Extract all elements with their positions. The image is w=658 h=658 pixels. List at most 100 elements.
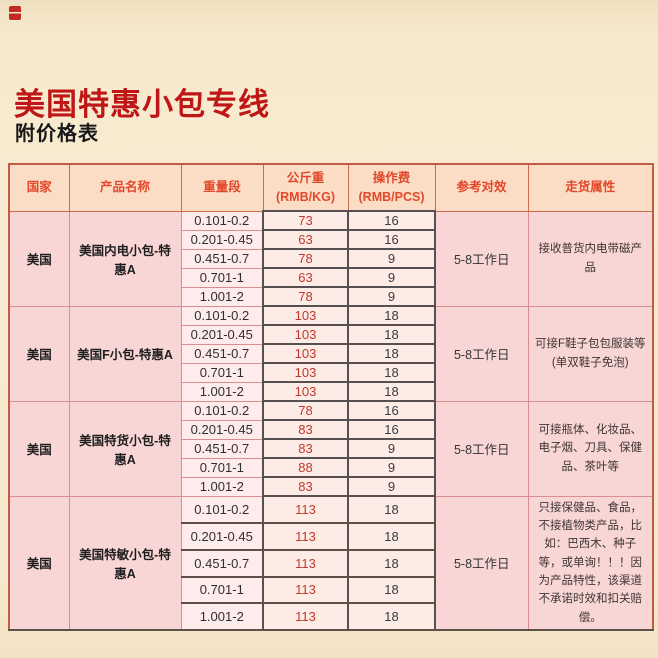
fee-cell: 18 xyxy=(347,362,436,383)
fee-cell: 18 xyxy=(347,381,436,402)
table-row: 0.201-0.45 83 16 xyxy=(9,419,653,440)
table-row: 美国 美国F小包-特惠A 0.101-0.2 103 18 5-8工作日 可接F… xyxy=(8,305,654,402)
kg-price-cell: 63 xyxy=(262,267,349,288)
fee-cell: 9 xyxy=(347,248,436,269)
table-row: 美国 美国特货小包-特惠A 0.101-0.2 78 16 5-8工作日 可接瓶… xyxy=(8,400,654,497)
kg-price-cell: 88 xyxy=(262,457,349,478)
weight-cell: 1.001-2 xyxy=(180,286,264,307)
table-row: 0.701-1 63 9 xyxy=(9,267,653,288)
fee-cell: 16 xyxy=(347,419,436,440)
fee-cell: 18 xyxy=(347,602,436,632)
col-header-time: 参考对效 xyxy=(434,163,529,212)
table-row: 0.201-0.45 103 18 xyxy=(9,324,653,345)
kg-price-cell: 113 xyxy=(262,575,349,605)
kg-price-cell: 113 xyxy=(262,602,349,632)
time-cell: 5-8工作日 xyxy=(434,495,529,632)
weight-cell: 0.451-0.7 xyxy=(180,343,264,364)
weight-cell: 0.101-0.2 xyxy=(180,495,264,524)
country-cell: 美国 xyxy=(8,210,70,307)
kg-price-cell: 103 xyxy=(262,343,349,364)
product-group-1: 美国 美国内电小包-特惠A 0.101-0.2 73 16 5-8工作日 接收普… xyxy=(8,210,654,307)
attr-cell: 可接瓶体、化妆品、电子烟、刀具、保健品、茶叶等 xyxy=(527,400,654,497)
kg-price-cell: 103 xyxy=(262,305,349,326)
table-row: 0.701-1 88 9 xyxy=(9,457,653,478)
weight-cell: 0.201-0.45 xyxy=(180,324,264,345)
col-header-fee-line1: 操作费 xyxy=(372,170,411,185)
product-group-4: 美国 美国特敏小包-特惠A 0.101-0.2 113 18 5-8工作日 只接… xyxy=(8,495,654,632)
time-cell: 5-8工作日 xyxy=(434,305,529,402)
kg-price-cell: 73 xyxy=(262,210,349,231)
col-header-fee: 操作费 (RMB/PCS) xyxy=(347,163,436,212)
col-header-kg-price: 公斤重 (RMB/KG) xyxy=(262,163,349,212)
fee-cell: 18 xyxy=(347,575,436,605)
table-row: 0.201-0.45 63 16 xyxy=(9,229,653,250)
table-row: 0.201-0.45 113 18 xyxy=(9,521,653,551)
weight-cell: 0.451-0.7 xyxy=(180,438,264,459)
table-row: 美国 美国内电小包-特惠A 0.101-0.2 73 16 5-8工作日 接收普… xyxy=(8,210,654,307)
kg-price-cell: 83 xyxy=(262,419,349,440)
kg-price-cell: 78 xyxy=(262,400,349,421)
price-table-header: 国家 产品名称 重量段 公斤重 (RMB/KG) 操作费 (RMB/PCS) 参… xyxy=(8,163,654,212)
weight-cell: 0.101-0.2 xyxy=(180,210,264,231)
weight-cell: 0.701-1 xyxy=(180,267,264,288)
kg-price-cell: 113 xyxy=(262,521,349,551)
weight-cell: 1.001-2 xyxy=(180,476,264,497)
table-row: 1.001-2 103 18 xyxy=(9,381,653,402)
table-row: 1.001-2 113 18 xyxy=(9,602,653,632)
col-header-fee-line2: (RMB/PCS) xyxy=(358,189,425,204)
table-row: 美国 美国特敏小包-特惠A 0.101-0.2 113 18 5-8工作日 只接… xyxy=(8,495,654,632)
kg-price-cell: 83 xyxy=(262,476,349,497)
col-header-product: 产品名称 xyxy=(68,163,182,212)
fee-cell: 9 xyxy=(347,457,436,478)
weight-cell: 0.201-0.45 xyxy=(180,229,264,250)
fee-cell: 18 xyxy=(347,324,436,345)
col-header-country: 国家 xyxy=(8,163,70,212)
kg-price-cell: 103 xyxy=(262,324,349,345)
fee-cell: 18 xyxy=(347,305,436,326)
fee-cell: 16 xyxy=(347,229,436,250)
col-header-kg-price-line2: (RMB/KG) xyxy=(275,189,335,204)
kg-price-cell: 83 xyxy=(262,438,349,459)
fee-cell: 9 xyxy=(347,476,436,497)
country-cell: 美国 xyxy=(8,495,70,632)
kg-price-cell: 113 xyxy=(262,495,349,524)
price-table: 国家 产品名称 重量段 公斤重 (RMB/KG) 操作费 (RMB/PCS) 参… xyxy=(8,163,654,632)
attr-cell: 接收普货内电带磁产品 xyxy=(527,210,654,307)
header-row: 国家 产品名称 重量段 公斤重 (RMB/KG) 操作费 (RMB/PCS) 参… xyxy=(8,163,654,212)
kg-price-cell: 103 xyxy=(262,362,349,383)
weight-cell: 0.701-1 xyxy=(180,576,264,605)
fee-cell: 9 xyxy=(347,438,436,459)
country-cell: 美国 xyxy=(8,305,70,402)
weight-cell: 0.451-0.7 xyxy=(180,549,264,578)
kg-price-cell: 103 xyxy=(262,381,349,402)
weight-cell: 0.101-0.2 xyxy=(180,400,264,421)
table-row: 0.451-0.7 113 18 xyxy=(9,548,653,578)
product-cell: 美国特货小包-特惠A xyxy=(68,400,182,497)
product-cell: 美国特敏小包-特惠A xyxy=(68,495,182,632)
weight-cell: 0.701-1 xyxy=(180,362,264,383)
table-row: 0.451-0.7 103 18 xyxy=(9,343,653,364)
weight-cell: 0.451-0.7 xyxy=(180,248,264,269)
table-row: 0.451-0.7 83 9 xyxy=(9,438,653,459)
product-group-2: 美国 美国F小包-特惠A 0.101-0.2 103 18 5-8工作日 可接F… xyxy=(8,305,654,402)
weight-cell: 0.101-0.2 xyxy=(180,305,264,326)
fee-cell: 18 xyxy=(347,548,436,578)
fee-cell: 18 xyxy=(347,343,436,364)
product-cell: 美国F小包-特惠A xyxy=(68,305,182,402)
time-cell: 5-8工作日 xyxy=(434,400,529,497)
weight-cell: 1.001-2 xyxy=(180,602,264,632)
attr-cell: 可接F鞋子包包服装等 (单双鞋子免泡) xyxy=(527,305,654,402)
weight-cell: 1.001-2 xyxy=(180,381,264,402)
table-row: 0.701-1 113 18 xyxy=(9,575,653,605)
attr-cell: 只接保健品、食品，不接植物类产品，比如：巴西木、种子等，或单询！！！因为产品特性… xyxy=(527,495,654,632)
page-title: 美国特惠小包专线 xyxy=(14,87,270,122)
weight-cell: 0.201-0.45 xyxy=(180,419,264,440)
country-cell: 美国 xyxy=(8,400,70,497)
kg-price-cell: 78 xyxy=(262,248,349,269)
col-header-kg-price-line1: 公斤重 xyxy=(286,170,325,185)
kg-price-cell: 113 xyxy=(262,548,349,578)
kg-price-cell: 63 xyxy=(262,229,349,250)
time-cell: 5-8工作日 xyxy=(434,210,529,307)
fee-cell: 16 xyxy=(347,210,436,231)
